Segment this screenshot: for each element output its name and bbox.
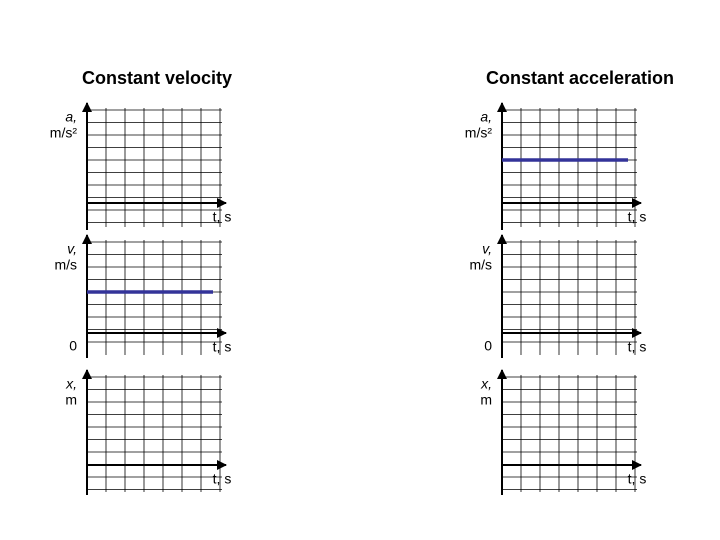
y-symbol: x, xyxy=(65,376,77,392)
origin-label: 0 xyxy=(69,338,77,354)
x-label: t, s xyxy=(213,471,232,487)
y-unit: m/s² xyxy=(50,125,78,141)
y-symbol: x, xyxy=(480,376,492,392)
y-unit: m xyxy=(480,392,492,408)
x-label: t, s xyxy=(628,471,647,487)
x-label: t, s xyxy=(213,209,232,225)
column-title: Constant velocity xyxy=(82,68,232,88)
graph: v,m/s 0 t, s xyxy=(54,234,232,358)
origin-label: 0 xyxy=(484,338,492,354)
y-unit: m/s xyxy=(54,257,77,273)
column-title: Constant acceleration xyxy=(486,68,674,88)
graph: a,m/s² t, s xyxy=(465,102,647,230)
y-symbol: a, xyxy=(480,109,492,125)
y-symbol: v, xyxy=(482,241,492,257)
x-label: t, s xyxy=(213,339,232,355)
graph: v,m/s 0 t, s xyxy=(469,234,647,358)
y-unit: m xyxy=(65,392,77,408)
x-label: t, s xyxy=(628,339,647,355)
x-label: t, s xyxy=(628,209,647,225)
graph: x,m t, s xyxy=(480,369,647,495)
y-unit: m/s xyxy=(469,257,492,273)
graph: a,m/s² t, s xyxy=(50,102,232,230)
graph: x,m t, s xyxy=(65,369,232,495)
y-unit: m/s² xyxy=(465,125,493,141)
y-symbol: v, xyxy=(67,241,77,257)
y-symbol: a, xyxy=(65,109,77,125)
